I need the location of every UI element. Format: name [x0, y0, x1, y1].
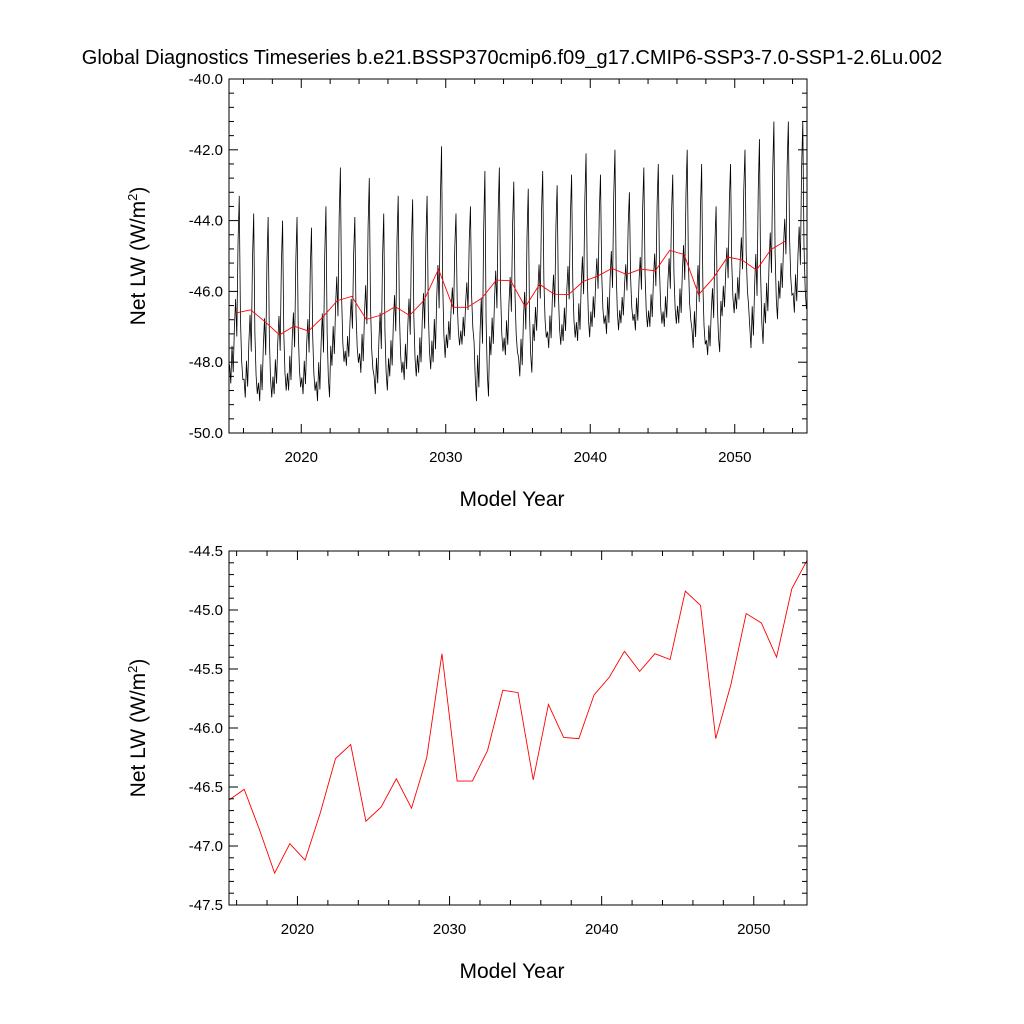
x-tick-label: 2020 [281, 921, 314, 938]
y-tick-label: -40.0 [189, 71, 223, 88]
bottom-plot-frame [228, 550, 808, 906]
x-tick-label: 2050 [737, 921, 770, 938]
bottom-plot-series [228, 560, 808, 875]
x-tick-label: 2020 [285, 449, 318, 466]
top-y-axis-label: Net LW (W/m2) [125, 187, 150, 326]
y-tick-label: -45.5 [189, 661, 223, 678]
annual-mean-series-line [236, 240, 786, 336]
bottom-y-axis-label-end: ) [127, 659, 150, 666]
top-x-axis-label: Model Year [459, 488, 564, 511]
y-tick-label: -46.0 [189, 720, 223, 737]
y-tick-label: -46.5 [189, 779, 223, 796]
bottom-plot-tick-labels: 2020 2030 2040 2050 -47.5 -47.0 -46.5 -46.0 -45.… [189, 543, 771, 938]
chart-title: Global Diagnostics Timeseries b.e21.BSSP… [82, 47, 942, 69]
x-tick-label: 2050 [718, 449, 751, 466]
top-y-axis-label-main: Net LW (W/m [127, 201, 150, 325]
top-y-axis-label-sup: 2 [125, 194, 140, 201]
monthly-series-line [229, 121, 807, 402]
top-plot-series [229, 121, 807, 402]
top-plot-frame [228, 78, 808, 434]
y-tick-label: -45.0 [189, 602, 223, 619]
y-tick-label: -47.5 [189, 897, 223, 914]
x-tick-label: 2040 [585, 921, 618, 938]
panel-bottom: 2020 2030 2040 2050 -47.5 -47.0 -46.5 -46.0 -45.… [125, 543, 808, 983]
top-plot-ticks [229, 78, 807, 434]
top-y-axis-label-end: ) [127, 187, 150, 194]
y-tick-label: -46.0 [189, 283, 223, 300]
bottom-x-axis-label: Model Year [459, 960, 564, 983]
x-tick-label: 2030 [433, 921, 466, 938]
y-tick-label: -47.0 [189, 838, 223, 855]
y-tick-label: -44.5 [189, 543, 223, 560]
panel-top: 2020 2030 2040 2050 -50.0 -48.0 -46.0 -44.0 -42.… [125, 71, 808, 511]
bottom-y-axis-label-main: Net LW (W/m [127, 673, 150, 797]
annual-mean-series-line [228, 560, 808, 875]
bottom-y-axis-label-sup: 2 [125, 666, 140, 673]
y-tick-label: -48.0 [189, 354, 223, 371]
y-tick-label: -42.0 [189, 142, 223, 159]
x-tick-label: 2030 [429, 449, 462, 466]
bottom-plot-ticks [229, 550, 807, 906]
top-plot-tick-labels: 2020 2030 2040 2050 -50.0 -48.0 -46.0 -44.0 -42.… [189, 71, 752, 466]
bottom-y-axis-label: Net LW (W/m2) [125, 659, 150, 798]
y-tick-label: -44.0 [189, 213, 223, 230]
x-tick-label: 2040 [574, 449, 607, 466]
y-tick-label: -50.0 [189, 425, 223, 442]
